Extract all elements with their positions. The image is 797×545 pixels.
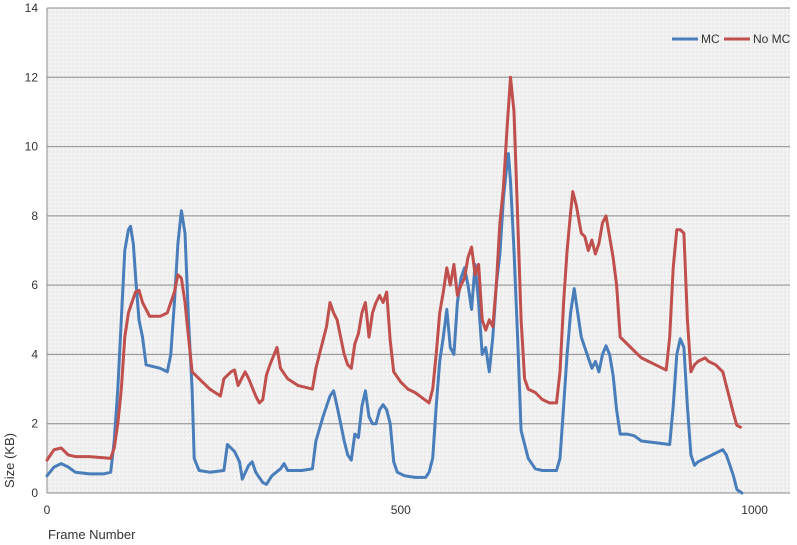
axes [46,8,790,494]
y-tick-label: 4 [31,347,38,361]
y-tick-label: 10 [25,140,39,154]
y-tick-label: 8 [31,209,38,223]
x-tick-label: 500 [391,503,411,517]
x-tick-label: 1000 [741,503,768,517]
plot-area [47,8,790,493]
y-tick-label: 0 [31,486,38,500]
y-tick-label: 12 [25,70,39,84]
y-tick-label: 14 [25,1,39,15]
legend-label-no-mc: No MC [753,32,791,46]
legend-label-mc: MC [701,32,720,46]
x-axis-title: Frame Number [48,527,136,542]
y-axis-title: Size (KB) [2,433,17,488]
y-tick-label: 6 [31,278,38,292]
series-line-no-mc [45,75,742,462]
y-tick-label: 2 [31,417,38,431]
series-layer [45,75,744,495]
x-tick-label: 0 [44,503,51,517]
tick-labels: 0 2 4 6 8 10 12 14 0 500 1000 [25,1,769,517]
legend: MC No MC [672,32,791,46]
